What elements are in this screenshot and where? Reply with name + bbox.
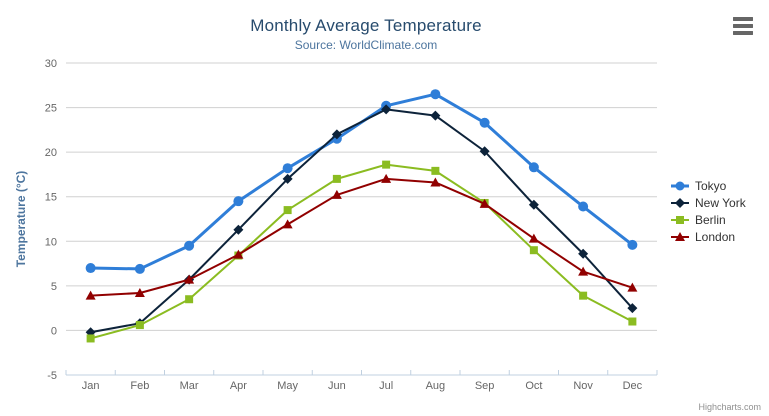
series-new-york xyxy=(85,104,638,338)
y-axis-label: 20 xyxy=(45,147,57,159)
data-point-london[interactable] xyxy=(627,282,638,292)
data-point-london[interactable] xyxy=(184,274,195,284)
chart-title: Monthly Average Temperature xyxy=(250,16,482,35)
data-point-london[interactable] xyxy=(233,249,244,259)
data-point-london[interactable] xyxy=(134,287,145,297)
data-point-berlin[interactable] xyxy=(135,321,144,330)
x-axis-label: Jun xyxy=(328,380,346,392)
x-axis-label: Oct xyxy=(525,380,542,392)
y-axis-title: Temperature (°C) xyxy=(14,171,28,268)
data-point-new-york[interactable] xyxy=(578,248,589,259)
data-point-berlin[interactable] xyxy=(382,160,391,169)
chart-subtitle: Source: WorldClimate.com xyxy=(294,38,438,52)
legend-marker xyxy=(675,231,685,241)
legend-label: Tokyo xyxy=(695,178,727,193)
data-point-tokyo[interactable] xyxy=(430,89,441,100)
data-point-new-york[interactable] xyxy=(430,110,441,121)
y-axis-label: 25 xyxy=(45,103,57,115)
data-point-new-york[interactable] xyxy=(479,146,490,157)
series-line-new-york[interactable] xyxy=(89,108,634,334)
legend-marker xyxy=(676,215,684,224)
x-axis-label: Dec xyxy=(623,380,643,392)
series-line-berlin[interactable] xyxy=(89,163,634,340)
data-point-berlin[interactable] xyxy=(185,295,194,304)
legend-marker xyxy=(675,197,685,208)
data-point-new-york[interactable] xyxy=(282,173,293,184)
data-point-london[interactable] xyxy=(528,233,539,243)
context-menu-button[interactable] xyxy=(729,12,757,40)
x-axis-label: Nov xyxy=(573,380,593,392)
y-axis-label: 5 xyxy=(51,281,57,293)
data-point-berlin[interactable] xyxy=(431,166,440,175)
legend-marker xyxy=(675,181,685,190)
x-axis-label: Sep xyxy=(475,380,495,392)
data-point-berlin[interactable] xyxy=(579,291,588,300)
data-point-tokyo[interactable] xyxy=(528,162,539,173)
data-point-tokyo[interactable] xyxy=(85,263,96,274)
legend-label: New York xyxy=(695,195,746,210)
data-point-berlin[interactable] xyxy=(529,246,538,255)
data-point-new-york[interactable] xyxy=(381,104,392,115)
legend-item-london[interactable]: London xyxy=(670,228,746,245)
data-point-tokyo[interactable] xyxy=(184,240,195,251)
series-london xyxy=(85,173,638,300)
x-axis-label: Aug xyxy=(426,380,446,392)
data-point-berlin[interactable] xyxy=(86,334,95,343)
data-point-new-york[interactable] xyxy=(627,303,638,314)
london-legend-marker-icon xyxy=(671,231,689,241)
y-axis-label: 0 xyxy=(51,325,57,337)
data-point-tokyo[interactable] xyxy=(578,201,589,212)
y-axis-label: 15 xyxy=(45,192,57,204)
data-point-new-york[interactable] xyxy=(528,199,539,210)
berlin-legend-marker-icon xyxy=(671,215,689,224)
credits-link[interactable]: Highcharts.com xyxy=(698,402,761,412)
data-point-tokyo[interactable] xyxy=(627,239,638,250)
tokyo-legend-marker-icon xyxy=(671,181,689,190)
x-axis-label: Jan xyxy=(82,380,100,392)
data-point-new-york[interactable] xyxy=(233,224,244,235)
data-point-tokyo[interactable] xyxy=(479,117,490,128)
data-point-london[interactable] xyxy=(85,290,96,300)
series-line-tokyo[interactable] xyxy=(89,92,634,271)
series-tokyo xyxy=(85,89,638,274)
x-axis-label: Apr xyxy=(230,380,247,392)
legend-item-tokyo[interactable]: Tokyo xyxy=(670,177,746,194)
data-point-berlin[interactable] xyxy=(283,206,292,215)
data-point-london[interactable] xyxy=(381,173,392,183)
y-axis-label: -5 xyxy=(47,370,57,382)
x-axis-label: Jul xyxy=(379,380,393,392)
data-point-london[interactable] xyxy=(479,198,490,208)
data-point-london[interactable] xyxy=(578,266,589,276)
data-point-tokyo[interactable] xyxy=(233,196,244,207)
data-point-london[interactable] xyxy=(430,177,441,187)
data-point-london[interactable] xyxy=(282,219,293,229)
x-axis-label: May xyxy=(277,380,298,392)
data-point-tokyo[interactable] xyxy=(134,263,145,274)
legend-label: Berlin xyxy=(695,212,726,227)
x-axis-label: Mar xyxy=(180,380,199,392)
y-axis-label: 30 xyxy=(45,58,57,70)
new-york-legend-marker-icon xyxy=(671,197,689,208)
legend-item-berlin[interactable]: Berlin xyxy=(670,211,746,228)
data-point-new-york[interactable] xyxy=(331,129,342,140)
series-line-london[interactable] xyxy=(89,177,634,297)
data-point-berlin[interactable] xyxy=(628,317,637,326)
x-axis-label: Feb xyxy=(130,380,149,392)
data-point-london[interactable] xyxy=(331,189,342,199)
legend: Tokyo New York Berlin London xyxy=(670,177,746,245)
y-axis-label: 10 xyxy=(45,236,57,248)
legend-item-new-york[interactable]: New York xyxy=(670,194,746,211)
data-point-tokyo[interactable] xyxy=(282,163,293,174)
data-point-berlin[interactable] xyxy=(332,174,341,183)
legend-label: London xyxy=(695,229,736,244)
